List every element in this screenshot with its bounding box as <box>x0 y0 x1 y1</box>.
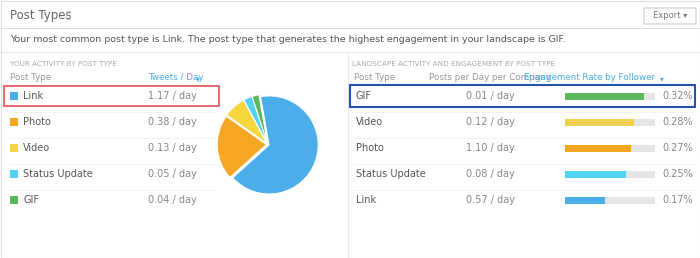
Text: Your most common post type is Link. The post type that generates the highest eng: Your most common post type is Link. The … <box>10 36 566 44</box>
Text: 0.04 / day: 0.04 / day <box>148 195 197 205</box>
Text: Link: Link <box>356 195 376 205</box>
Bar <box>10 196 18 204</box>
Text: 0.27%: 0.27% <box>662 143 693 153</box>
Text: 0.01 / day: 0.01 / day <box>466 91 514 101</box>
Bar <box>565 171 655 178</box>
Text: YOUR ACTIVITY BY POST TYPE: YOUR ACTIVITY BY POST TYPE <box>10 61 117 67</box>
Text: Post Type: Post Type <box>354 74 395 83</box>
Text: Post Types: Post Types <box>10 10 71 22</box>
Bar <box>565 93 655 100</box>
Text: LANDSCAPE ACTIVITY AND ENGAGEMENT BY POST TYPE: LANDSCAPE ACTIVITY AND ENGAGEMENT BY POS… <box>352 61 555 67</box>
FancyBboxPatch shape <box>644 8 696 24</box>
Text: Photo: Photo <box>356 143 384 153</box>
Text: ⓘ: ⓘ <box>65 12 71 20</box>
Wedge shape <box>227 100 267 143</box>
Text: Link: Link <box>23 91 43 101</box>
Wedge shape <box>232 96 318 194</box>
Text: Posts per Day per Company: Posts per Day per Company <box>429 74 551 83</box>
Text: Status Update: Status Update <box>356 169 426 179</box>
Bar <box>565 93 644 100</box>
Bar <box>10 92 18 100</box>
Text: Tweets / Day: Tweets / Day <box>148 74 204 83</box>
Bar <box>565 197 655 204</box>
Text: 0.17%: 0.17% <box>662 195 692 205</box>
Text: Photo: Photo <box>23 117 51 127</box>
Bar <box>565 197 605 204</box>
Text: Video: Video <box>23 143 50 153</box>
Text: Post Type: Post Type <box>10 74 51 83</box>
Text: GIF: GIF <box>356 91 372 101</box>
Text: 0.05 / day: 0.05 / day <box>148 169 197 179</box>
Text: 0.25%: 0.25% <box>662 169 693 179</box>
Text: 0.13 / day: 0.13 / day <box>148 143 197 153</box>
Bar <box>565 144 655 151</box>
Text: GIF: GIF <box>23 195 39 205</box>
Text: 0.28%: 0.28% <box>662 117 692 127</box>
Text: ▾: ▾ <box>660 75 664 84</box>
Bar <box>10 144 18 152</box>
Text: 0.08 / day: 0.08 / day <box>466 169 514 179</box>
Bar <box>10 170 18 178</box>
Bar <box>565 118 655 125</box>
Text: 0.38 / day: 0.38 / day <box>148 117 197 127</box>
Bar <box>565 171 627 178</box>
Text: Export ▾: Export ▾ <box>653 12 687 20</box>
Text: 0.12 / day: 0.12 / day <box>466 117 514 127</box>
Text: Engagement Rate by Follower: Engagement Rate by Follower <box>524 74 655 83</box>
Bar <box>10 118 18 126</box>
Text: 0.32%: 0.32% <box>662 91 692 101</box>
Bar <box>565 118 634 125</box>
Wedge shape <box>217 116 266 178</box>
Text: Status Update: Status Update <box>23 169 92 179</box>
Text: ▾: ▾ <box>196 75 200 84</box>
Text: 1.10 / day: 1.10 / day <box>466 143 514 153</box>
Wedge shape <box>252 95 267 143</box>
Text: 1.17 / day: 1.17 / day <box>148 91 197 101</box>
Bar <box>4 86 219 106</box>
Wedge shape <box>244 96 267 143</box>
Text: Video: Video <box>356 117 383 127</box>
Text: 0.57 / day: 0.57 / day <box>466 195 514 205</box>
Bar <box>565 144 631 151</box>
Bar <box>350 85 695 107</box>
